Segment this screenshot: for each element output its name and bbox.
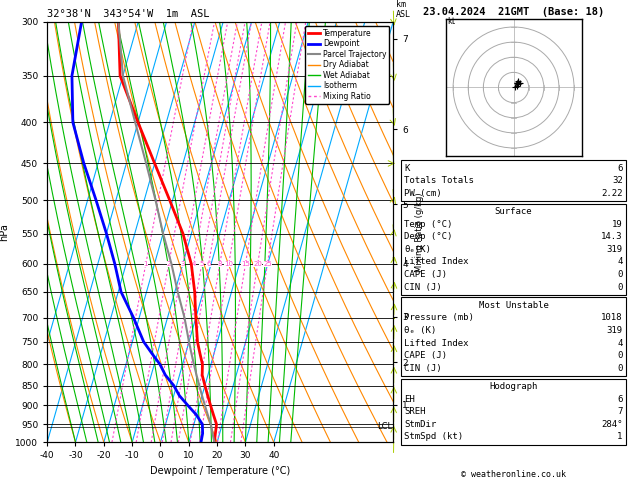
Text: θₑ(K): θₑ(K) <box>404 245 431 254</box>
Text: 15: 15 <box>241 261 250 267</box>
Text: 6: 6 <box>617 395 623 403</box>
Text: EH: EH <box>404 395 415 403</box>
Text: 14.3: 14.3 <box>601 232 623 241</box>
Text: 2.22: 2.22 <box>601 189 623 198</box>
Y-axis label: Mixing Ratio (g/kg): Mixing Ratio (g/kg) <box>415 192 424 272</box>
Text: 20: 20 <box>253 261 262 267</box>
Y-axis label: hPa: hPa <box>0 223 9 241</box>
Text: LCL: LCL <box>377 422 392 432</box>
Text: Dewp (°C): Dewp (°C) <box>404 232 453 241</box>
Text: Most Unstable: Most Unstable <box>479 301 548 310</box>
Text: 8: 8 <box>218 261 222 267</box>
Text: PW (cm): PW (cm) <box>404 189 442 198</box>
Text: 1: 1 <box>143 261 148 267</box>
Text: 284°: 284° <box>601 420 623 429</box>
Text: 6: 6 <box>617 164 623 173</box>
Text: 0: 0 <box>617 364 623 373</box>
Text: 32°38'N  343°54'W  1m  ASL: 32°38'N 343°54'W 1m ASL <box>47 9 209 19</box>
Text: Hodograph: Hodograph <box>489 382 538 391</box>
Text: 319: 319 <box>606 326 623 335</box>
Text: 7: 7 <box>617 407 623 416</box>
Text: 1: 1 <box>617 433 623 441</box>
Legend: Temperature, Dewpoint, Parcel Trajectory, Dry Adiabat, Wet Adiabat, Isotherm, Mi: Temperature, Dewpoint, Parcel Trajectory… <box>305 26 389 104</box>
X-axis label: Dewpoint / Temperature (°C): Dewpoint / Temperature (°C) <box>150 466 290 476</box>
Text: 4: 4 <box>617 258 623 266</box>
Text: 319: 319 <box>606 245 623 254</box>
Text: 1018: 1018 <box>601 313 623 322</box>
Text: CIN (J): CIN (J) <box>404 364 442 373</box>
Text: 6: 6 <box>206 261 211 267</box>
Text: θₑ (K): θₑ (K) <box>404 326 437 335</box>
Text: Lifted Index: Lifted Index <box>404 258 469 266</box>
Text: 19: 19 <box>612 220 623 228</box>
Text: © weatheronline.co.uk: © weatheronline.co.uk <box>461 469 566 479</box>
Text: 0: 0 <box>617 351 623 360</box>
Text: Surface: Surface <box>495 207 532 216</box>
Text: Pressure (mb): Pressure (mb) <box>404 313 474 322</box>
Text: 3: 3 <box>181 261 185 267</box>
Text: 0: 0 <box>617 283 623 292</box>
Text: 4: 4 <box>191 261 196 267</box>
Text: CIN (J): CIN (J) <box>404 283 442 292</box>
Text: kt: kt <box>447 17 455 26</box>
Text: 10: 10 <box>225 261 233 267</box>
Text: 5: 5 <box>199 261 204 267</box>
Text: StmDir: StmDir <box>404 420 437 429</box>
Text: CAPE (J): CAPE (J) <box>404 270 447 279</box>
Text: Totals Totals: Totals Totals <box>404 176 474 185</box>
Text: StmSpd (kt): StmSpd (kt) <box>404 433 464 441</box>
Text: 4: 4 <box>617 339 623 347</box>
Text: K: K <box>404 164 410 173</box>
Text: Lifted Index: Lifted Index <box>404 339 469 347</box>
Text: SREH: SREH <box>404 407 426 416</box>
Text: 23.04.2024  21GMT  (Base: 18): 23.04.2024 21GMT (Base: 18) <box>423 7 604 17</box>
Text: 0: 0 <box>617 270 623 279</box>
Text: km
ASL: km ASL <box>396 0 411 19</box>
Text: 2: 2 <box>167 261 171 267</box>
Text: Temp (°C): Temp (°C) <box>404 220 453 228</box>
Text: CAPE (J): CAPE (J) <box>404 351 447 360</box>
Text: 25: 25 <box>263 261 272 267</box>
Text: 32: 32 <box>612 176 623 185</box>
